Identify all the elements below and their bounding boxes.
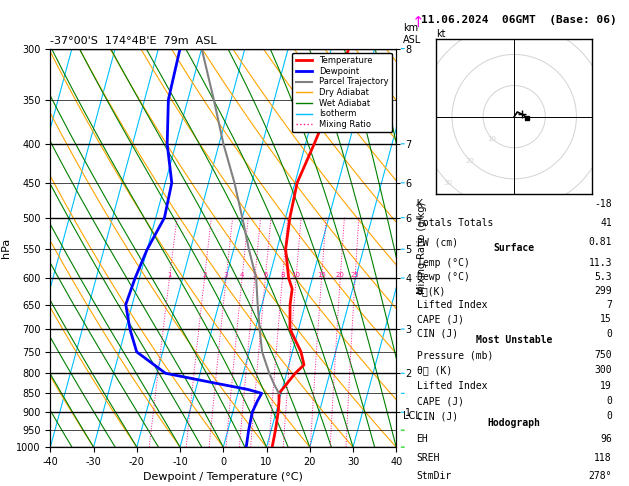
- Text: km
ASL: km ASL: [403, 23, 421, 45]
- Text: 300: 300: [594, 365, 612, 376]
- Text: 10: 10: [292, 272, 301, 278]
- Text: 5: 5: [253, 272, 257, 278]
- Y-axis label: hPa: hPa: [1, 238, 11, 258]
- Text: 278°: 278°: [588, 471, 612, 481]
- Text: 15: 15: [317, 272, 326, 278]
- Text: Lifted Index: Lifted Index: [416, 300, 487, 310]
- Text: Most Unstable: Most Unstable: [476, 335, 552, 346]
- Text: 1: 1: [167, 272, 172, 278]
- Text: Temp (°C): Temp (°C): [416, 258, 469, 268]
- Text: 15: 15: [600, 314, 612, 325]
- Text: 30: 30: [443, 180, 453, 186]
- Text: Hodograph: Hodograph: [487, 418, 541, 428]
- Text: 3: 3: [224, 272, 228, 278]
- Text: LCL: LCL: [403, 411, 421, 421]
- X-axis label: Dewpoint / Temperature (°C): Dewpoint / Temperature (°C): [143, 472, 303, 483]
- Y-axis label: Mixing Ratio (g/kg): Mixing Ratio (g/kg): [417, 202, 427, 294]
- Text: 0: 0: [606, 396, 612, 406]
- Text: Dewp (°C): Dewp (°C): [416, 272, 469, 282]
- Text: 7: 7: [606, 300, 612, 310]
- Text: θᴇ (K): θᴇ (K): [416, 365, 452, 376]
- Text: Lifted Index: Lifted Index: [416, 381, 487, 391]
- Text: EH: EH: [416, 434, 428, 444]
- Text: Pressure (mb): Pressure (mb): [416, 350, 493, 360]
- Text: 5.3: 5.3: [594, 272, 612, 282]
- Text: ↑: ↑: [412, 15, 425, 30]
- Text: 10: 10: [487, 136, 497, 141]
- Text: K: K: [416, 199, 423, 209]
- Text: StmDir: StmDir: [416, 471, 452, 481]
- Text: PW (cm): PW (cm): [416, 237, 458, 247]
- Text: 20: 20: [466, 157, 475, 164]
- Text: 96: 96: [600, 434, 612, 444]
- Text: -37°00'S  174°4B'E  79m  ASL: -37°00'S 174°4B'E 79m ASL: [50, 36, 217, 47]
- Text: CAPE (J): CAPE (J): [416, 314, 464, 325]
- Text: 20: 20: [336, 272, 345, 278]
- Text: CIN (J): CIN (J): [416, 329, 458, 339]
- Text: CIN (J): CIN (J): [416, 412, 458, 421]
- Text: 118: 118: [594, 452, 612, 463]
- Text: θᴇ(K): θᴇ(K): [416, 286, 446, 296]
- Text: 8: 8: [280, 272, 285, 278]
- Legend: Temperature, Dewpoint, Parcel Trajectory, Dry Adiabat, Wet Adiabat, Isotherm, Mi: Temperature, Dewpoint, Parcel Trajectory…: [292, 53, 392, 132]
- Text: SREH: SREH: [416, 452, 440, 463]
- Text: kt: kt: [437, 29, 446, 39]
- Text: 0: 0: [606, 412, 612, 421]
- Text: 0.81: 0.81: [588, 237, 612, 247]
- Text: -18: -18: [594, 199, 612, 209]
- Text: 4: 4: [240, 272, 244, 278]
- Text: 299: 299: [594, 286, 612, 296]
- Text: 6: 6: [263, 272, 267, 278]
- Text: CAPE (J): CAPE (J): [416, 396, 464, 406]
- Text: 11.06.2024  06GMT  (Base: 06): 11.06.2024 06GMT (Base: 06): [421, 15, 617, 25]
- Text: Surface: Surface: [494, 243, 535, 253]
- Text: 0: 0: [606, 329, 612, 339]
- Text: 11.3: 11.3: [588, 258, 612, 268]
- Text: 2: 2: [203, 272, 207, 278]
- Text: 19: 19: [600, 381, 612, 391]
- Text: 750: 750: [594, 350, 612, 360]
- Text: 41: 41: [600, 218, 612, 228]
- Text: 25: 25: [351, 272, 359, 278]
- Text: Totals Totals: Totals Totals: [416, 218, 493, 228]
